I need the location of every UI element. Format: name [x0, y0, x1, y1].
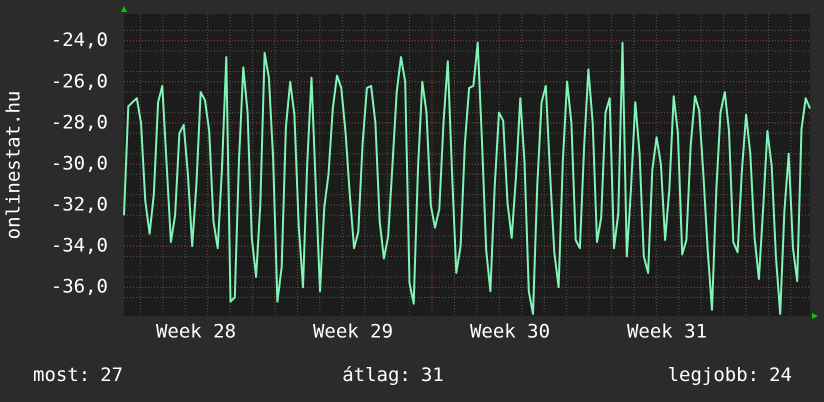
- y-tick-label: -28,0: [51, 111, 108, 133]
- stat-value: 24: [769, 364, 792, 386]
- y-tick-label: -26,0: [51, 70, 108, 92]
- stat-label: legjobb:: [668, 364, 760, 386]
- data-line: [123, 41, 811, 315]
- stat-label: átlag:: [342, 364, 411, 386]
- y-tick-label: -32,0: [51, 194, 108, 216]
- x-tick-label: Week 29: [313, 321, 393, 343]
- footer-stat: legjobb: 24: [668, 364, 792, 386]
- y-tick-label: -30,0: [51, 152, 108, 174]
- stat-label: most:: [33, 364, 90, 386]
- x-tick-label: Week 31: [627, 321, 707, 343]
- footer-stat: átlag: 31: [342, 364, 444, 386]
- x-tick-label: Week 28: [156, 321, 236, 343]
- x-axis-arrow: [812, 313, 818, 319]
- x-tick-label: Week 30: [470, 321, 550, 343]
- y-tick-label: -24,0: [51, 29, 108, 51]
- y-axis-arrow: [121, 6, 127, 12]
- y-tick-label: -36,0: [51, 276, 108, 298]
- y-tick-label: -34,0: [51, 235, 108, 257]
- footer-stat: most: 27: [33, 364, 123, 386]
- stat-value: 31: [421, 364, 444, 386]
- y-axis-title: onlinestat.hu: [3, 91, 25, 240]
- stat-value: 27: [100, 364, 123, 386]
